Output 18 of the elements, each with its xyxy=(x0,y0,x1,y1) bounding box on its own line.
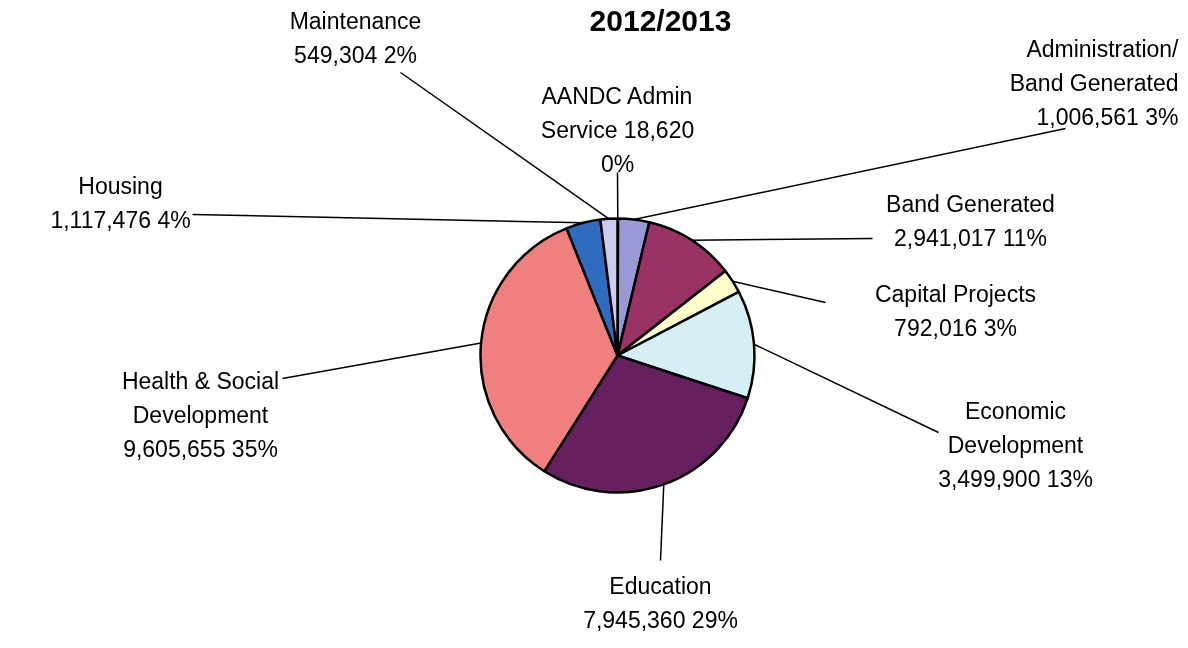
slice-label: Band Generated xyxy=(886,190,1055,217)
data-label: 3,499,900 13% xyxy=(938,465,1093,492)
slice-label: AANDC Admin Service 18,620 0% xyxy=(540,82,695,177)
data-label: 792,016 3% xyxy=(894,314,1017,341)
data-label: 9,605,655 35% xyxy=(123,435,278,462)
slice-label: Economic Development xyxy=(947,397,1084,458)
data-label: 2,941,017 11% xyxy=(893,224,1048,251)
slice-label: Maintenance xyxy=(289,7,422,34)
slice-label: Housing xyxy=(78,172,163,199)
data-label: 1,117,476 4% xyxy=(50,206,191,233)
slice-label: Health & Social Development xyxy=(121,367,280,428)
data-label: 1,006,561 3% xyxy=(1036,103,1179,130)
data-label: 7,945,360 29% xyxy=(583,606,738,633)
chart-title: 2012/2013 xyxy=(589,4,732,37)
slice-label: Administration/ Band Generated xyxy=(1009,35,1180,96)
legend-label: Capital Projects xyxy=(874,280,1037,307)
slice-label: Education xyxy=(609,572,712,599)
data-label: 549,304 2% xyxy=(294,41,417,68)
